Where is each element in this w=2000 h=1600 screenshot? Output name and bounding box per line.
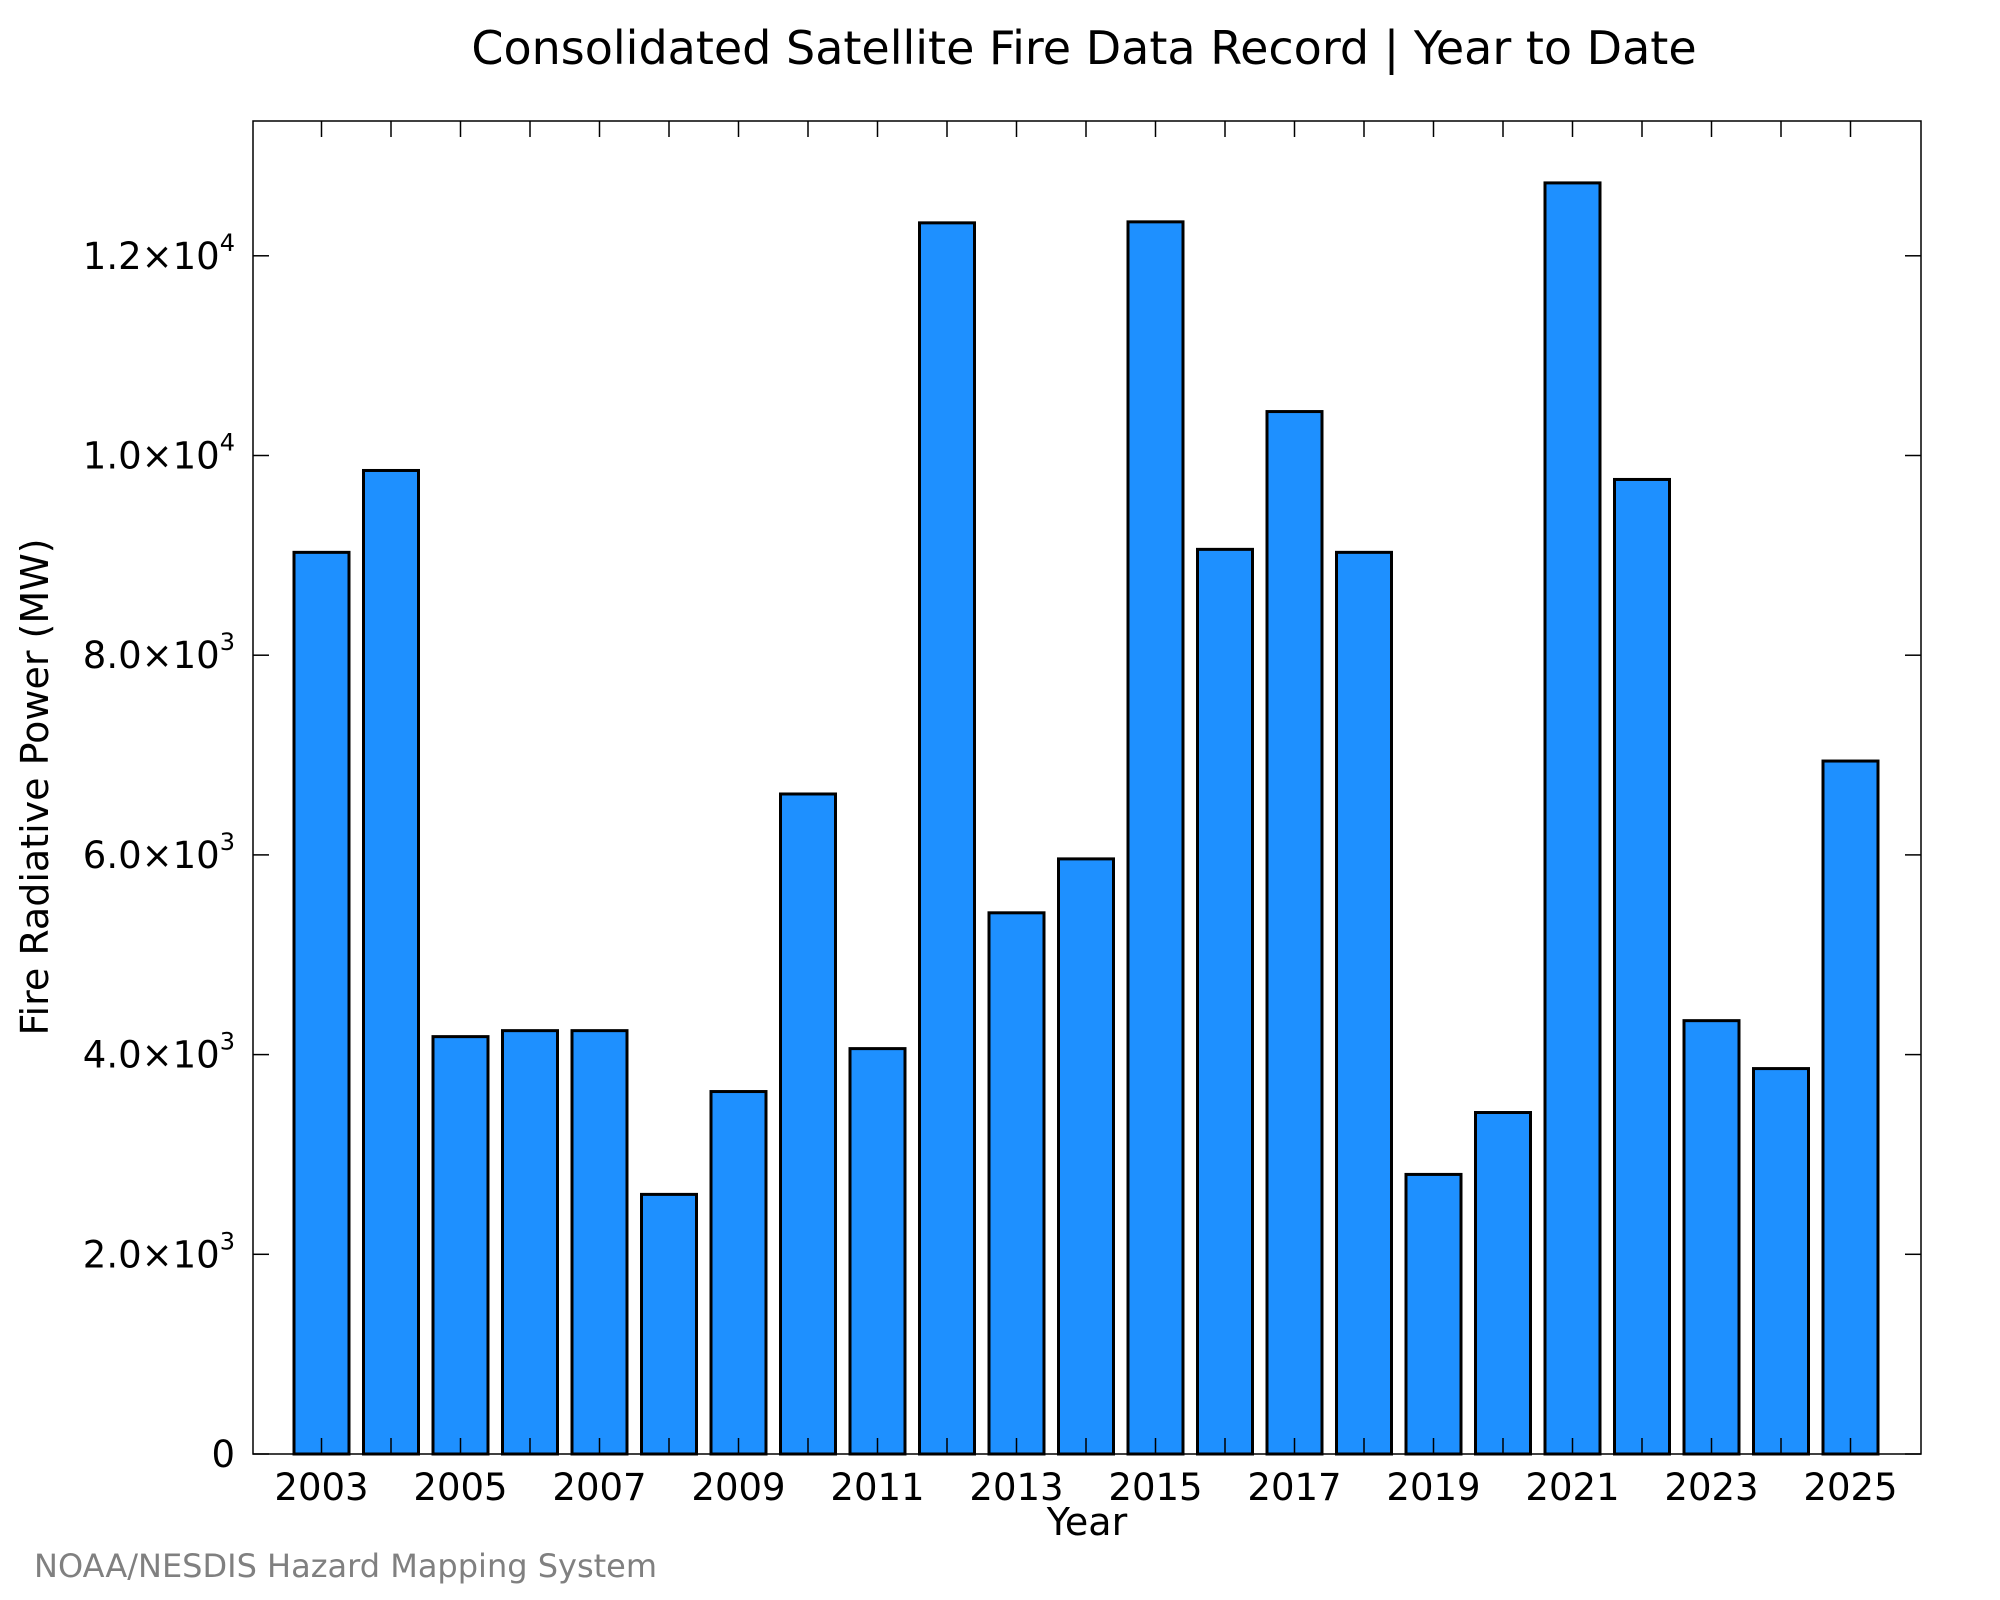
chart-title: Consolidated Satellite Fire Data Record … xyxy=(471,21,1696,76)
ticks-layer xyxy=(253,121,1921,1455)
x-tick-label-2005: 2005 xyxy=(413,1466,507,1509)
bar-2011 xyxy=(848,1047,907,1456)
x-tick-label-2003: 2003 xyxy=(274,1466,368,1509)
y-tick-label-6000: 6.0×103 xyxy=(83,828,235,877)
bar-2021 xyxy=(1543,181,1602,1456)
x-tick-label-2011: 2011 xyxy=(830,1466,924,1509)
bar-2016 xyxy=(1196,547,1254,1456)
bar-2017 xyxy=(1265,410,1324,1456)
x-tick-label-2023: 2023 xyxy=(1664,1466,1758,1509)
x-tick-label-2013: 2013 xyxy=(969,1466,1063,1509)
bar-2025 xyxy=(1821,759,1880,1456)
bar-2022 xyxy=(1613,477,1671,1456)
bar-2010 xyxy=(779,792,837,1456)
y-tick-label-10000: 1.0×104 xyxy=(83,429,235,478)
bar-2006 xyxy=(501,1029,559,1456)
bar-2013 xyxy=(987,911,1046,1456)
x-tick-label-2019: 2019 xyxy=(1386,1466,1480,1509)
bar-2023 xyxy=(1682,1019,1741,1456)
x-tick-label-2015: 2015 xyxy=(1108,1466,1202,1509)
bar-2009 xyxy=(709,1090,768,1456)
y-tick-label-8000: 8.0×103 xyxy=(83,628,235,677)
bar-2007 xyxy=(570,1029,629,1456)
y-tick-label-12000: 1.2×104 xyxy=(83,229,235,278)
x-tick-labels: 2003 2005 2007 2009 2011 2013 2015 2017 2019 2021… xyxy=(274,1466,1897,1509)
bar-2015 xyxy=(1126,220,1185,1456)
bar-2003 xyxy=(292,550,351,1456)
x-tick-label-2009: 2009 xyxy=(691,1466,785,1509)
x-tick-label-2021: 2021 xyxy=(1525,1466,1619,1509)
plot-frame xyxy=(252,120,1922,1455)
bar-2004 xyxy=(362,468,420,1456)
x-tick-label-2025: 2025 xyxy=(1803,1466,1897,1509)
y-axis-label: Fire Radiative Power (MW) xyxy=(13,538,57,1035)
x-tick-label-2007: 2007 xyxy=(552,1466,646,1509)
x-axis-label: Year xyxy=(1046,1500,1128,1544)
y-tick-labels: 0 2.0×103 4.0×103 6.0×103 8.0×103 1.0×104 1.2×… xyxy=(83,229,235,1476)
y-tick-label-0: 0 xyxy=(211,1433,235,1476)
y-tick-label-4000: 4.0×103 xyxy=(83,1028,235,1077)
bar-2008 xyxy=(640,1192,698,1456)
bar-2024 xyxy=(1752,1067,1810,1456)
x-tick-label-2017: 2017 xyxy=(1247,1466,1341,1509)
bar-2019 xyxy=(1404,1172,1463,1456)
bar-2014 xyxy=(1057,857,1115,1456)
bars-layer xyxy=(292,181,1880,1456)
credit-text: NOAA/NESDIS Hazard Mapping System xyxy=(34,1547,657,1585)
y-tick-label-2000: 2.0×103 xyxy=(83,1227,235,1276)
bar-2005 xyxy=(431,1035,490,1456)
bar-2018 xyxy=(1335,550,1393,1456)
bar-2020 xyxy=(1474,1111,1532,1456)
bar-2012 xyxy=(918,221,976,1456)
